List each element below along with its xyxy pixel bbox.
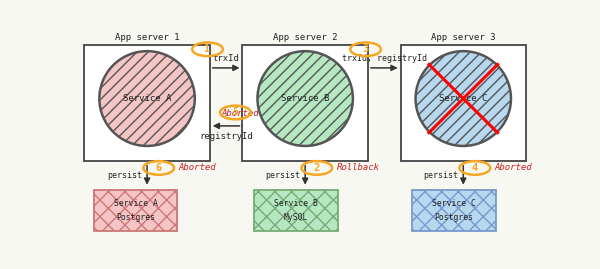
Text: persist: persist xyxy=(107,171,142,180)
Text: 1: 1 xyxy=(205,44,211,54)
Text: persist: persist xyxy=(266,171,301,180)
Ellipse shape xyxy=(100,51,195,146)
Text: Service C
Postgres: Service C Postgres xyxy=(432,199,476,221)
Text: Service C: Service C xyxy=(439,94,487,103)
Bar xyxy=(94,190,178,231)
Text: Service A
Postgres: Service A Postgres xyxy=(113,199,157,221)
Bar xyxy=(84,45,210,161)
Text: trxId, registryId: trxId, registryId xyxy=(342,54,427,63)
Ellipse shape xyxy=(416,51,511,146)
Text: Aborted: Aborted xyxy=(179,164,217,172)
Text: trxId: trxId xyxy=(212,54,239,63)
Ellipse shape xyxy=(257,51,353,146)
Text: 6: 6 xyxy=(155,163,162,173)
Text: Service B: Service B xyxy=(281,94,329,103)
Text: persist: persist xyxy=(424,171,458,180)
Text: App server 2: App server 2 xyxy=(273,33,337,42)
Text: 4: 4 xyxy=(472,163,478,173)
Text: Rollback: Rollback xyxy=(337,164,380,172)
Bar xyxy=(242,45,368,161)
Text: Service B
MySQL: Service B MySQL xyxy=(274,199,318,221)
Text: 3: 3 xyxy=(362,44,369,54)
Text: Service A: Service A xyxy=(123,94,171,103)
Bar xyxy=(412,190,496,231)
Text: App server 1: App server 1 xyxy=(115,33,179,42)
Text: Aborted: Aborted xyxy=(495,164,533,172)
Text: 2: 2 xyxy=(314,163,320,173)
Text: 5: 5 xyxy=(232,107,239,118)
Bar xyxy=(254,190,338,231)
Text: Aborted: Aborted xyxy=(221,109,259,118)
Bar xyxy=(401,45,526,161)
Text: registryId: registryId xyxy=(199,132,253,141)
Text: App server 3: App server 3 xyxy=(431,33,496,42)
